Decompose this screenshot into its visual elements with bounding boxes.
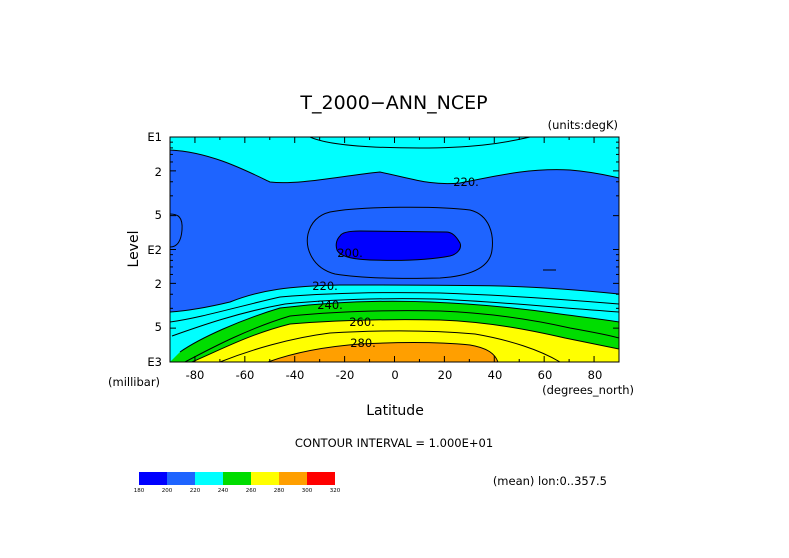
contour-lines xyxy=(170,137,619,362)
colorbar-label: 200 xyxy=(162,488,173,494)
colorbar-swatch xyxy=(307,472,335,485)
x-tick-label: 60 xyxy=(538,368,553,382)
band-280-300 xyxy=(268,342,498,362)
x-tick-labels: -80 -60 -40 -20 0 20 40 60 80 xyxy=(186,368,603,382)
x-axis-label: Latitude xyxy=(366,403,424,419)
contour-label-240: 240. xyxy=(317,298,343,312)
y-axis-label: Level xyxy=(126,231,142,268)
contour-labels: 220. 200. 220. 240. 260. 280. xyxy=(312,175,479,350)
x-tick-label: 80 xyxy=(588,368,603,382)
colorbar-label: 240 xyxy=(218,488,229,494)
contour-label-280: 280. xyxy=(350,336,376,350)
chart-title: T_2000−ANN_NCEP xyxy=(299,92,487,114)
y-tick-label: E2 xyxy=(147,243,162,257)
colorbar-label: 180 xyxy=(134,488,145,494)
colorbar-swatch xyxy=(195,472,223,485)
colorbar-tick-labels: 180 200 220 240 260 280 300 320 xyxy=(134,488,341,494)
x-tick-label: 20 xyxy=(438,368,453,382)
contour-interval-text: CONTOUR INTERVAL = 1.000E+01 xyxy=(295,436,493,450)
colorbar-swatch xyxy=(251,472,279,485)
colorbar-swatch xyxy=(139,472,167,485)
colorbar-label: 320 xyxy=(330,488,341,494)
y-tick-label: E1 xyxy=(147,130,162,144)
colorbar: 180 200 220 240 260 280 300 320 xyxy=(134,472,341,494)
mean-longitude-text: (mean) lon:0..357.5 xyxy=(493,474,607,488)
y-tick-label: 2 xyxy=(155,277,162,291)
contour-label-220-top: 220. xyxy=(453,175,479,189)
colorbar-label: 260 xyxy=(246,488,257,494)
axis-ticks xyxy=(169,136,620,363)
x-tick-label: -20 xyxy=(336,368,355,382)
contour-label-260: 260. xyxy=(349,315,375,329)
x-tick-label: -40 xyxy=(286,368,305,382)
contour-label-220-bottom: 220. xyxy=(312,279,338,293)
x-units-label: (degrees_north) xyxy=(542,383,634,397)
band-260-280 xyxy=(192,319,619,362)
y-tick-label: 5 xyxy=(155,320,162,334)
colorbar-swatch xyxy=(279,472,307,485)
band-180-200 xyxy=(335,230,461,261)
y-tick-label: 5 xyxy=(155,208,162,222)
plot-area: 220. 200. 220. 240. 260. 280. xyxy=(169,136,620,363)
y-tick-label: 2 xyxy=(155,165,162,179)
x-tick-label: 40 xyxy=(488,368,503,382)
colorbar-label: 280 xyxy=(274,488,285,494)
colorbar-swatch xyxy=(167,472,195,485)
units-label: (units:degK) xyxy=(548,118,618,132)
x-tick-label: -80 xyxy=(186,368,205,382)
x-tick-label: 0 xyxy=(391,368,398,382)
colorbar-label: 300 xyxy=(302,488,313,494)
y-tick-label: E3 xyxy=(147,355,162,369)
x-tick-label: -60 xyxy=(236,368,255,382)
colorbar-label: 220 xyxy=(190,488,201,494)
colorbar-swatch xyxy=(223,472,251,485)
y-tick-labels: E1 2 5 E2 2 5 E3 xyxy=(147,130,162,369)
y-units-label: (millibar) xyxy=(108,375,160,389)
contour-label-200: 200. xyxy=(337,246,363,260)
